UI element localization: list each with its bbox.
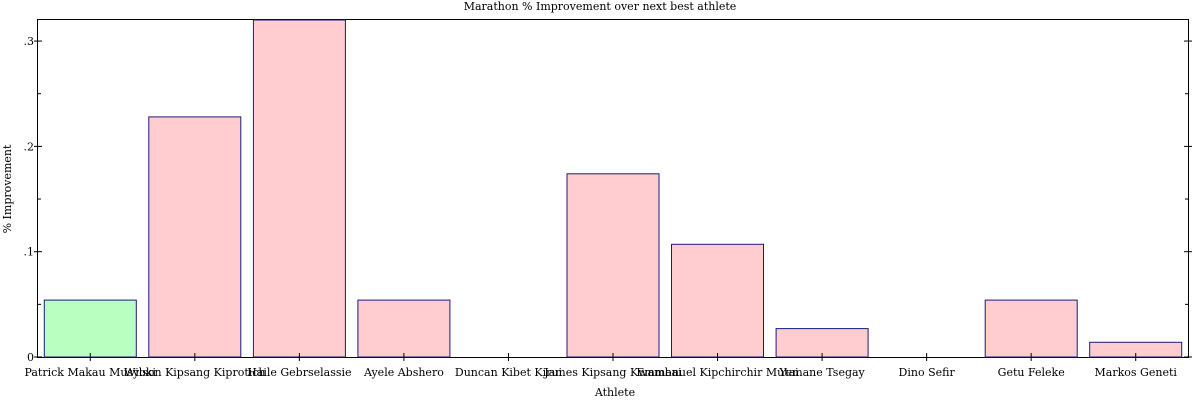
x-tick-label: Patrick Makau Musyoki <box>24 366 156 379</box>
x-tick-label: James Kipsang Kwambai <box>543 366 682 379</box>
x-tick-label: Yemane Tsegay <box>778 366 865 379</box>
bar <box>148 116 242 358</box>
bar <box>671 243 764 358</box>
bars-group <box>43 19 1183 358</box>
x-tick-label: Dino Sefir <box>899 366 956 379</box>
x-tick-label: Ayele Abshero <box>363 366 444 379</box>
y-tick-label: .1 <box>24 246 35 259</box>
bar <box>984 299 1078 358</box>
y-axis-label: % Improvement <box>1 144 14 233</box>
x-tick-label: Getu Feleke <box>998 366 1065 379</box>
y-tick-label: .2 <box>24 140 35 153</box>
bar <box>43 299 137 358</box>
y-tick-label: .3 <box>24 35 35 48</box>
bar <box>566 173 660 358</box>
chart-title: Marathon % Improvement over next best at… <box>464 0 737 13</box>
bar <box>252 19 346 358</box>
x-tick-label: Haile Gebrselassie <box>247 366 351 379</box>
x-tick-label: Duncan Kibet Kirui <box>455 366 563 379</box>
bar <box>775 328 869 358</box>
x-axis-label: Athlete <box>594 386 635 399</box>
bar <box>357 299 451 358</box>
y-axis: 0 .1 .2 .3 <box>24 35 1192 364</box>
x-tick-label: Emmanuel Kipchirchir Mutai <box>636 366 799 379</box>
y-tick-label: 0 <box>27 351 34 364</box>
x-tick-label: Markos Geneti <box>1095 366 1178 379</box>
x-tick-label: Wilson Kipsang Kiprotich <box>124 366 265 379</box>
